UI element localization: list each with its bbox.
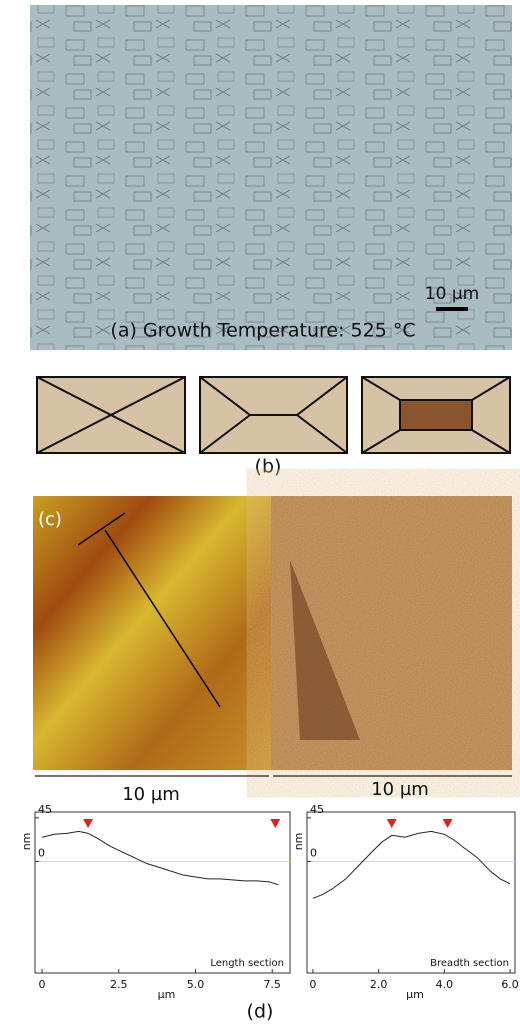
x-tick-label: 6.0 [501,978,519,991]
y-axis-label: nm [292,833,305,851]
y-tick-label: 45 [38,803,52,816]
x-tick-label: 2.5 [110,978,128,991]
page: {"panel_a": {"label": "(a) Growth Temper… [0,0,520,1024]
x-tick-label: 0 [309,978,316,991]
scale-label: 10 µm [122,784,180,805]
x-tick-label: 2.0 [370,978,388,991]
scale-label: 10 µm [371,779,429,800]
x-tick-label: 5.0 [187,978,205,991]
panel-label: (c) [38,509,62,530]
afm-height [33,496,271,770]
x-tick-label: 0 [39,978,46,991]
figure: 10 µm (a) Growth Temperature: 525 °C (b)… [0,0,520,1024]
panel-label: (b) [255,456,282,478]
y-tick-label: 0 [310,846,317,859]
y-tick-label: 45 [310,803,324,816]
cursor-marker [387,819,397,828]
profile-line [42,831,278,884]
cursor-marker [270,819,280,828]
x-tick-label: 4.0 [436,978,454,991]
panel-label: (a) Growth Temperature: 525 °C [110,320,415,342]
y-axis-label: nm [20,833,33,851]
chart-title: Breadth section [430,958,509,969]
scale-label: 10 µm [425,284,479,304]
cursor-marker [443,819,453,828]
profile-line [313,831,510,898]
x-axis-label: µm [158,988,176,1001]
x-tick-label: 7.5 [263,978,281,991]
plot-frame [307,812,515,973]
y-tick-label: 0 [38,846,45,859]
x-axis-label: µm [406,988,424,1001]
cursor-marker [83,819,93,828]
panel-label: (d) [247,1001,274,1023]
pit-diagrams [37,377,510,453]
chart-title: Length section [210,958,284,969]
plot-frame [35,812,290,973]
